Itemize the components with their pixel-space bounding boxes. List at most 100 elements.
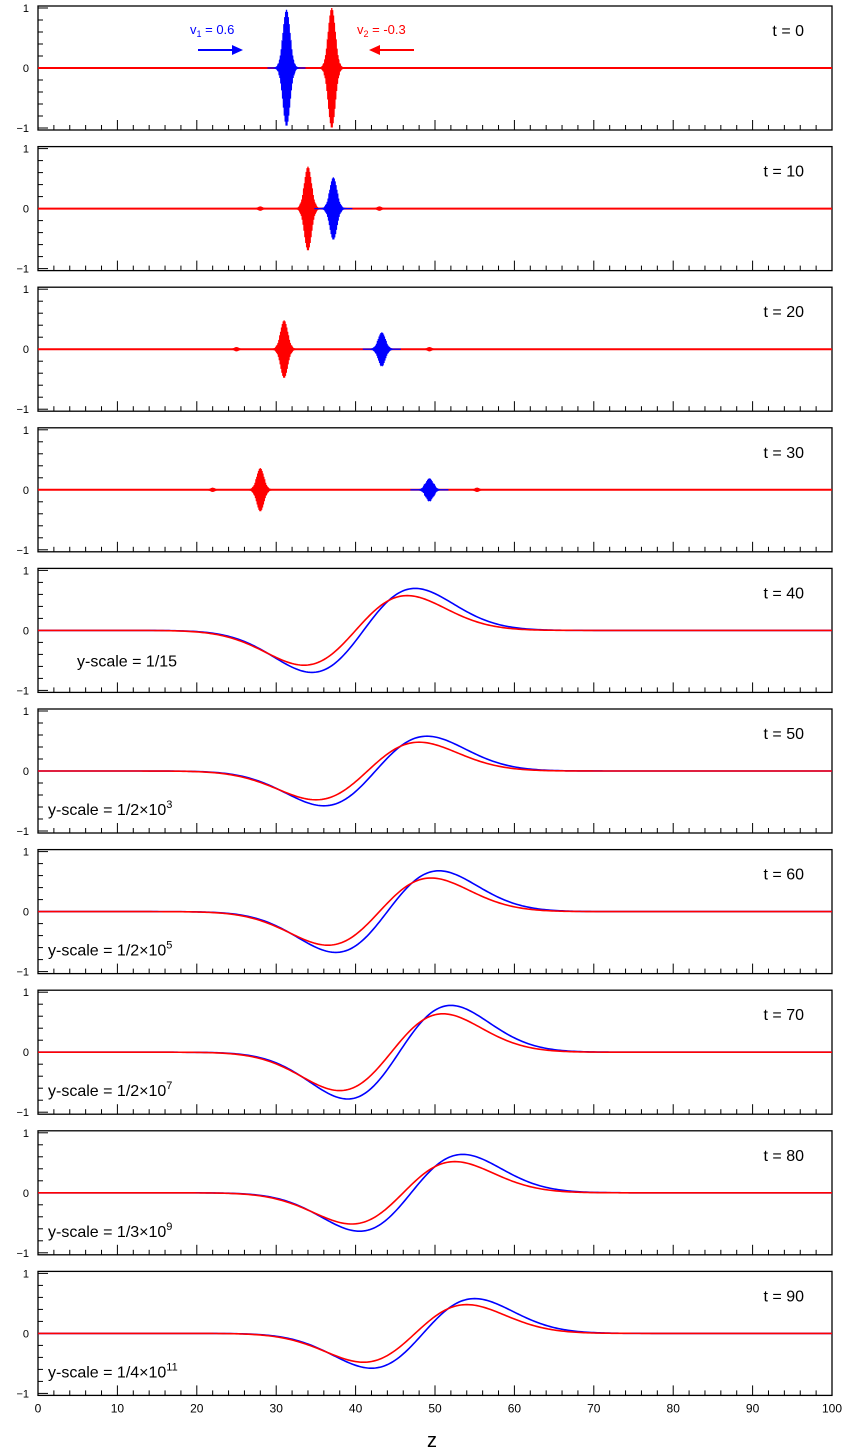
y-scale-text: y-scale = 1/2×10 xyxy=(48,943,166,960)
series-2-line xyxy=(38,877,832,947)
y-tick-label: 0 xyxy=(23,63,29,75)
v2-annotation: v2 = -0.3 xyxy=(357,22,406,39)
y-tick-label: 0 xyxy=(23,766,29,778)
v1-subscript: 1 xyxy=(197,29,202,39)
wave-packet-2 xyxy=(410,478,449,502)
y-scale-label: y-scale = 1/4×1011 xyxy=(48,1361,178,1381)
panel-data xyxy=(38,320,832,378)
panel-0: 1 0 −1 t = 0 xyxy=(16,3,833,135)
panel-data xyxy=(38,587,832,674)
y-scale-exponent: 9 xyxy=(166,1221,172,1233)
wave-packet-2 xyxy=(314,177,353,240)
x-axis-label: z xyxy=(427,1430,437,1452)
time-label: t = 80 xyxy=(764,1148,805,1165)
y-scale-exponent: 5 xyxy=(166,940,172,952)
panel-data xyxy=(38,7,832,128)
series-2-line xyxy=(38,1012,832,1092)
y-tick-label: −1 xyxy=(16,1388,29,1400)
y-tick-label: −1 xyxy=(16,967,29,979)
time-label: t = 30 xyxy=(764,445,805,462)
y-tick-label: −1 xyxy=(16,685,29,697)
y-tick-label: 1 xyxy=(23,284,29,296)
y-tick-label: 1 xyxy=(23,144,29,156)
wave-packet-2 xyxy=(312,7,351,128)
y-tick-label: 1 xyxy=(23,1268,29,1280)
y-tick-label: 0 xyxy=(23,204,29,216)
y-tick-label: 0 xyxy=(23,344,29,356)
panel-4: 1 0 −1 y-scale = 1/15 t = 40 xyxy=(16,565,833,697)
v2-value: = -0.3 xyxy=(369,22,406,37)
v1-annotation: v1 = 0.6 xyxy=(190,22,234,39)
panel-5: 1 0 −1 y-scale = 1/2×103 t = 50 xyxy=(16,706,833,838)
v1-value: = 0.6 xyxy=(202,22,235,37)
x-tick-label: 80 xyxy=(667,1401,681,1415)
y-tick-label: 1 xyxy=(23,565,29,577)
y-scale-text: y-scale = 1/15 xyxy=(77,653,177,670)
y-scale-exponent: 11 xyxy=(166,1361,177,1373)
panel-3: 1 0 −1 t = 30 xyxy=(16,425,833,557)
wave-packet-1 xyxy=(265,320,304,378)
time-label: t = 90 xyxy=(764,1288,805,1305)
y-tick-label: 1 xyxy=(23,706,29,718)
panel-data xyxy=(38,166,832,251)
y-scale-exponent: 7 xyxy=(166,1080,172,1092)
ripple xyxy=(206,487,220,493)
series-2-line xyxy=(38,1160,832,1225)
y-tick-label: −1 xyxy=(16,123,29,135)
y-tick-label: 0 xyxy=(23,485,29,497)
panel-8: 1 0 −1 y-scale = 1/3×109 t = 80 xyxy=(16,1128,833,1260)
y-tick-label: 1 xyxy=(23,3,29,15)
series-2-line xyxy=(38,594,832,667)
y-scale-label: y-scale = 1/3×109 xyxy=(48,1221,172,1241)
y-tick-label: −1 xyxy=(16,545,29,557)
time-label: t = 60 xyxy=(764,867,805,884)
y-tick-label: −1 xyxy=(16,264,29,276)
y-scale-text: y-scale = 1/3×10 xyxy=(48,1224,166,1241)
time-label: t = 10 xyxy=(764,164,805,181)
x-tick-label: 40 xyxy=(349,1401,363,1415)
y-tick-label: 1 xyxy=(23,425,29,437)
x-tick-label: 30 xyxy=(270,1401,284,1415)
y-scale-text: y-scale = 1/2×10 xyxy=(48,802,166,819)
y-scale-exponent: 3 xyxy=(166,799,172,811)
v2-symbol: v xyxy=(357,22,364,37)
y-tick-label: −1 xyxy=(16,826,29,838)
panel-2: 1 0 −1 t = 20 xyxy=(16,284,833,416)
ripple xyxy=(423,346,436,352)
wave-packet-1 xyxy=(267,9,306,126)
panel-data xyxy=(38,1153,832,1233)
panel-6: 1 0 −1 y-scale = 1/2×105 t = 60 xyxy=(16,847,833,979)
y-tick-label: −1 xyxy=(16,1107,29,1119)
y-scale-text: y-scale = 1/2×10 xyxy=(48,1083,166,1100)
x-tick-label: 50 xyxy=(428,1401,442,1415)
ripple xyxy=(470,487,484,493)
velocity-annotation-1: v1 = 0.6 xyxy=(190,22,243,55)
x-tick-label: 20 xyxy=(190,1401,204,1415)
v2-arrowhead xyxy=(369,45,380,55)
velocity-annotation-2: v2 = -0.3 xyxy=(357,22,414,55)
ripple xyxy=(373,206,386,211)
y-scale-text: y-scale = 1/4×10 xyxy=(48,1364,166,1381)
v2-subscript: 2 xyxy=(364,29,369,39)
y-tick-label: 0 xyxy=(23,625,29,637)
y-tick-label: 1 xyxy=(23,1128,29,1140)
ripple xyxy=(230,346,243,352)
y-scale-label: y-scale = 1/15 xyxy=(77,653,177,670)
y-tick-label: −1 xyxy=(16,1248,29,1260)
time-label: t = 70 xyxy=(764,1007,805,1024)
x-tick-label: 70 xyxy=(587,1401,601,1415)
v1-arrowhead xyxy=(232,45,243,55)
y-scale-label: y-scale = 1/2×107 xyxy=(48,1080,172,1100)
y-tick-label: 0 xyxy=(23,907,29,919)
wave-packet-1 xyxy=(241,468,280,512)
y-tick-label: −1 xyxy=(16,404,29,416)
time-label: t = 20 xyxy=(764,304,805,321)
v1-symbol: v xyxy=(190,22,197,37)
time-label: t = 40 xyxy=(764,585,805,602)
y-tick-label: 0 xyxy=(23,1188,29,1200)
y-scale-label: y-scale = 1/2×105 xyxy=(48,940,172,960)
y-tick-label: 0 xyxy=(23,1328,29,1340)
